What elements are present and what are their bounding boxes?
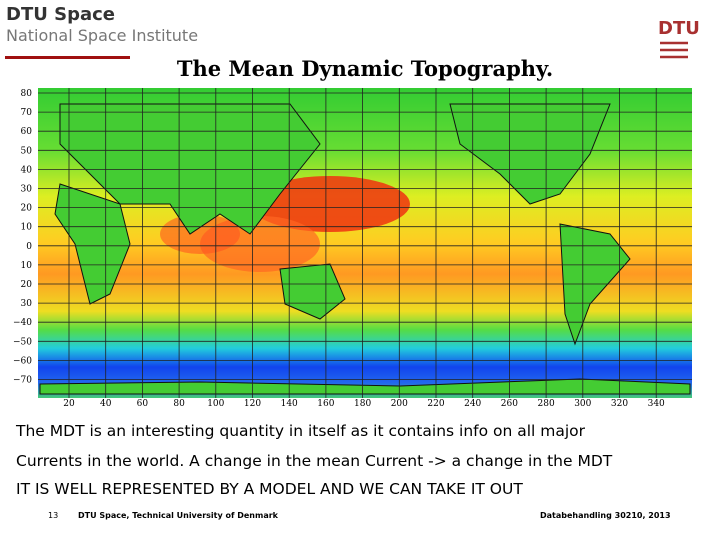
footer-org: DTU Space, Technical University of Denma… [78, 511, 278, 520]
lat-label: −60 [13, 356, 32, 366]
body-line: IT IS WELL REPRESENTED BY A MODEL AND WE… [16, 480, 523, 498]
lon-label: 80 [173, 399, 185, 409]
lat-label: 70 [21, 108, 33, 118]
lon-label: 160 [317, 399, 334, 409]
lon-label: 260 [501, 399, 518, 409]
lat-label: 30 [21, 299, 33, 309]
lon-label: 120 [244, 399, 261, 409]
lon-label: 140 [281, 399, 298, 409]
lat-label: 0 [26, 242, 32, 252]
lat-label: 10 [21, 223, 33, 233]
org-name: DTU Space [6, 4, 115, 25]
lon-label: 300 [574, 399, 591, 409]
institute-name: National Space Institute [6, 26, 199, 45]
lon-label: 240 [464, 399, 481, 409]
lat-label: 50 [21, 146, 33, 156]
lon-label: 20 [63, 399, 75, 409]
lat-label: −70 [13, 376, 32, 386]
page-number: 13 [48, 511, 59, 520]
lon-label: 320 [611, 399, 628, 409]
logo: DTU [658, 18, 700, 39]
logo-mark [660, 41, 688, 59]
slide-title: The Mean Dynamic Topography. [176, 56, 554, 81]
lat-label: 80 [21, 89, 33, 99]
lat-label: 20 [21, 280, 33, 290]
lon-label: 60 [137, 399, 149, 409]
lon-label: 100 [207, 399, 224, 409]
lat-label: 20 [21, 204, 33, 214]
lon-label: 340 [648, 399, 665, 409]
lat-label: 30 [21, 185, 33, 195]
body-line: The MDT is an interesting quantity in it… [16, 422, 586, 440]
lon-label: 220 [427, 399, 444, 409]
lon-label: 40 [100, 399, 112, 409]
lat-label: −50 [13, 337, 32, 347]
header-rule [5, 56, 130, 59]
lon-label: 280 [538, 399, 555, 409]
footer-course: Databehandling 30210, 2013 [540, 511, 671, 520]
lat-label: −40 [13, 318, 32, 328]
lat-label: 10 [21, 261, 33, 271]
lon-label: 200 [391, 399, 408, 409]
lat-label: 40 [21, 165, 33, 175]
lon-label: 180 [354, 399, 371, 409]
lat-label: 60 [21, 127, 33, 137]
body-line: Currents in the world. A change in the m… [16, 452, 613, 470]
